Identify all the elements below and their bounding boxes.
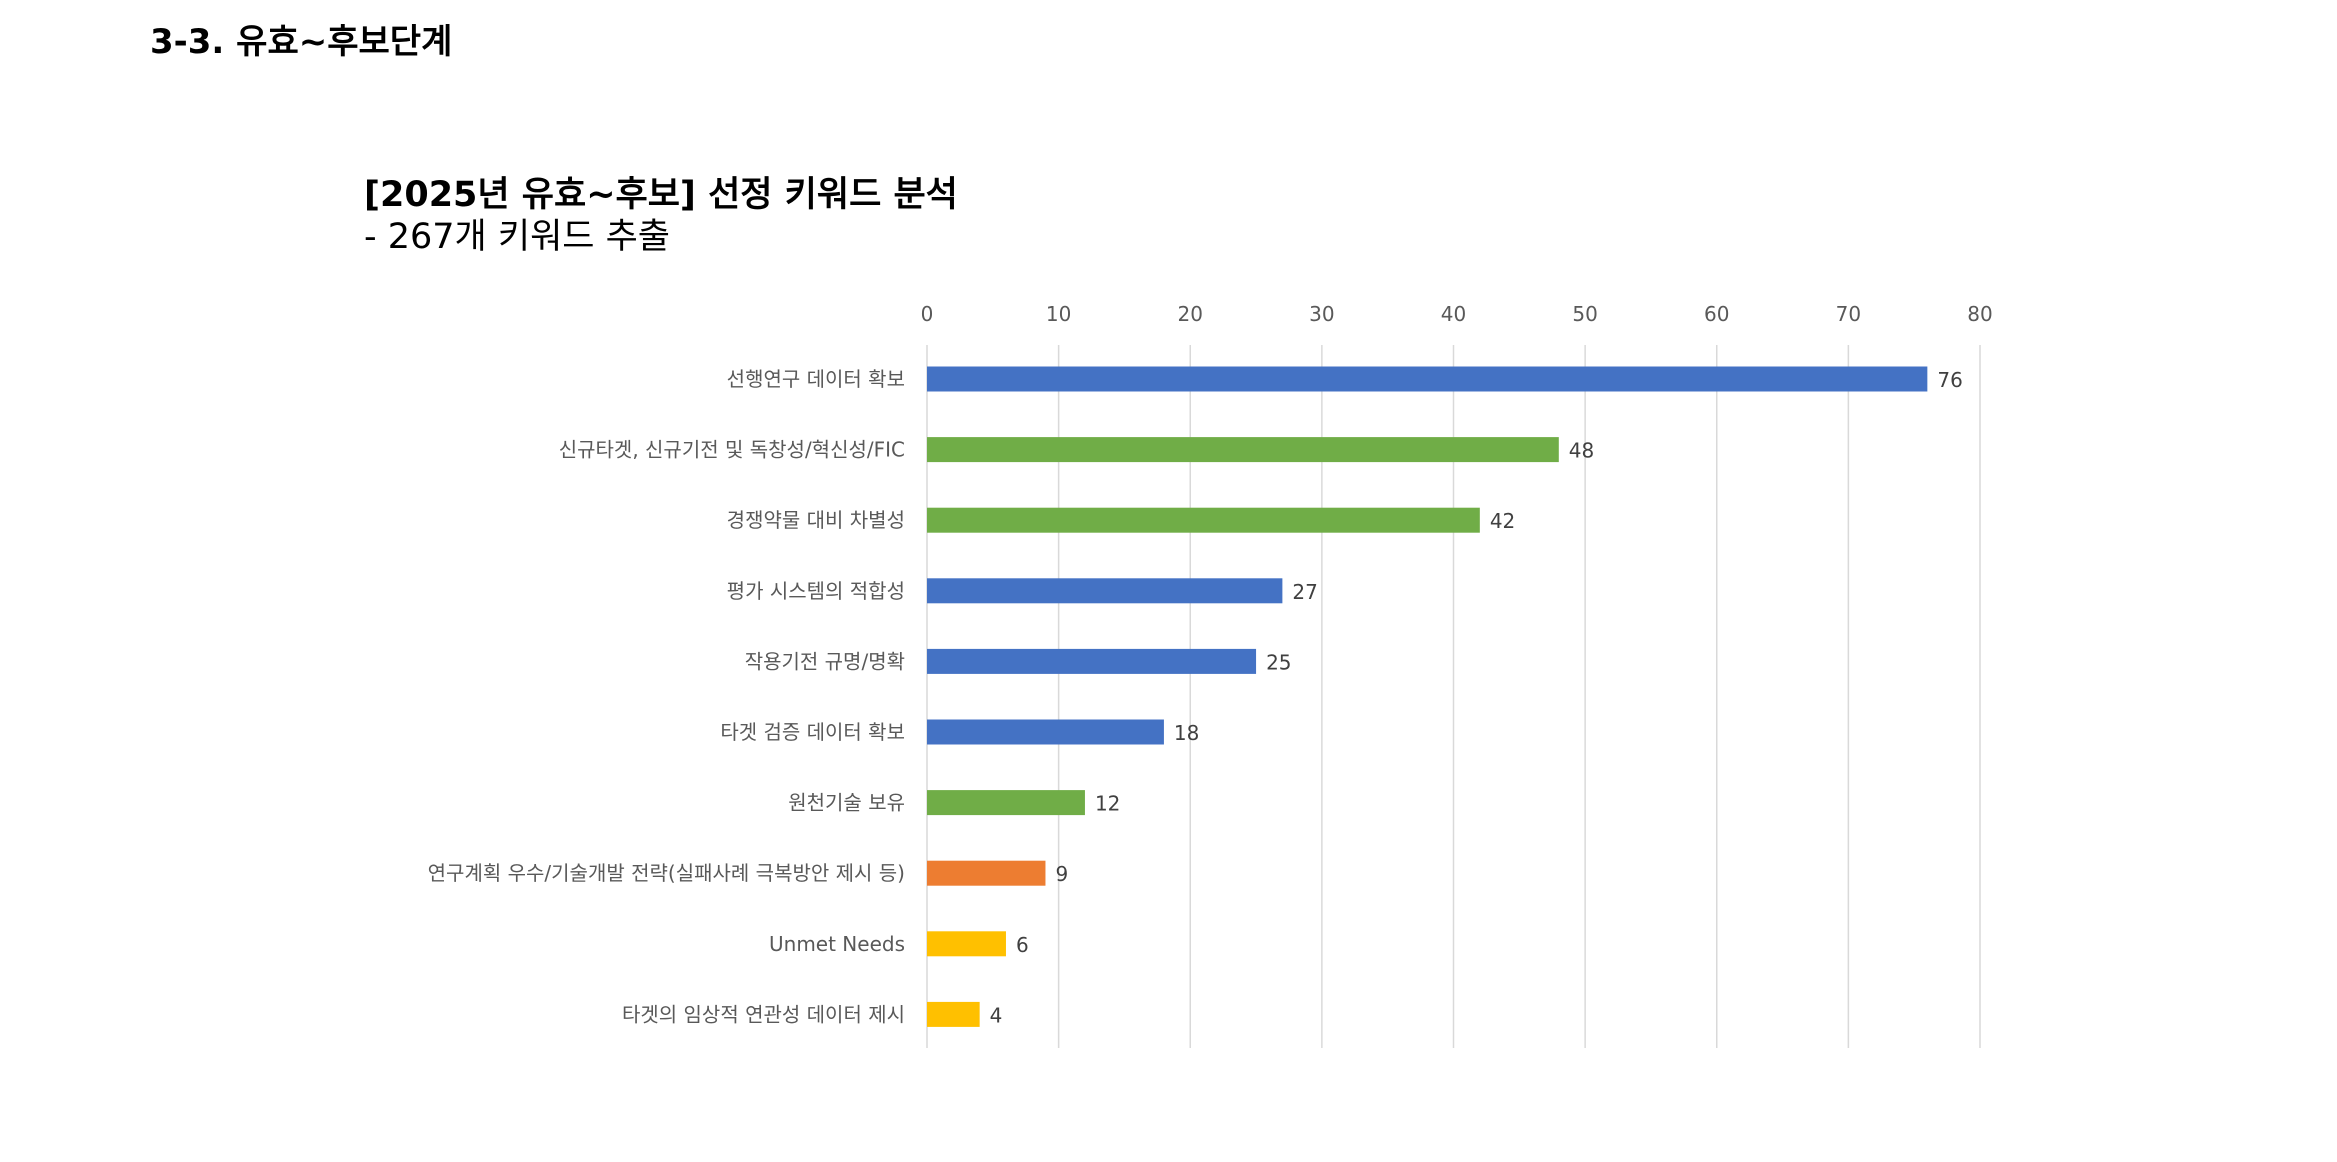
data-label: 6 [1016,933,1029,957]
category-label: 타겟 검증 데이터 확보 [720,720,905,744]
category-label: 평가 시스템의 적합성 [727,579,905,603]
x-tick-label: 20 [1178,302,1203,326]
chart-title: [2025년 유효~후보] 선정 키워드 분석 [364,175,958,215]
x-tick-label: 10 [1046,302,1071,326]
x-tick-label: 40 [1441,302,1466,326]
category-label: 경쟁약물 대비 차별성 [727,508,905,532]
x-tick-label: 30 [1309,302,1334,326]
x-axis-ticks: 0 10 20 30 40 50 60 70 80 [921,302,1993,326]
bar [927,507,1480,533]
x-tick-label: 0 [921,302,934,326]
bar [927,790,1085,816]
data-label: 4 [990,1003,1003,1027]
bars [927,366,1928,1027]
category-label: 선행연구 데이터 확보 [727,367,905,391]
x-tick-label: 80 [1967,302,1992,326]
x-tick-label: 60 [1704,302,1729,326]
bar [927,578,1283,604]
bar [927,931,1006,957]
data-label: 9 [1055,862,1068,886]
bar [927,437,1559,463]
category-label: 원천기술 보유 [788,791,905,815]
data-label: 12 [1095,792,1120,816]
gridlines [926,345,1981,1048]
data-label: 25 [1266,650,1291,674]
data-label: 18 [1174,721,1199,745]
data-label: 42 [1490,509,1515,533]
bar [927,719,1164,745]
data-label: 76 [1937,368,1962,392]
category-label: 연구계획 우수/기술개발 전략(실패사례 극복방안 제시 등) [428,861,905,885]
section-heading: 3-3. 유효~후보단계 [150,22,453,62]
bar [927,366,1928,392]
category-label: 신규타겟, 신규기전 및 독창성/혁신성/FIC [559,438,905,462]
data-labels: 76 48 42 27 25 18 12 9 6 4 [990,368,1963,1027]
x-tick-label: 50 [1572,302,1597,326]
category-label: 작용기전 규명/명확 [745,649,905,673]
data-label: 27 [1292,580,1317,604]
category-label: 타겟의 임상적 연관성 데이터 제시 [622,1002,905,1026]
bar [927,648,1257,674]
bar [927,1001,980,1027]
category-label: Unmet Needs [769,932,905,956]
data-label: 48 [1569,439,1594,463]
chart-subtitle: - 267개 키워드 추출 [364,217,671,257]
bar [927,860,1046,886]
x-tick-label: 70 [1836,302,1861,326]
